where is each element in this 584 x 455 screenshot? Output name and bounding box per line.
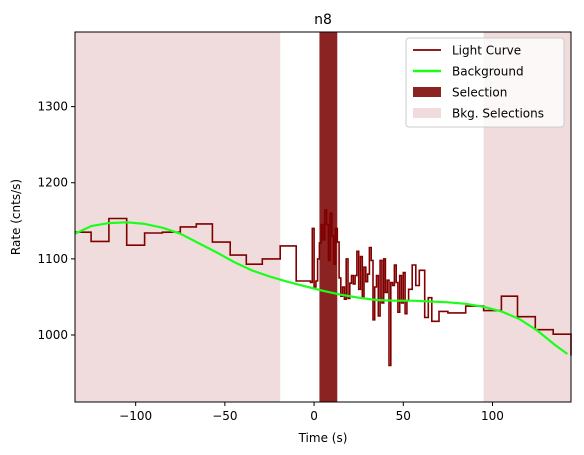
selection-region: [319, 32, 338, 402]
legend-label: Background: [452, 65, 524, 79]
y-axis-label: Rate (cnts/s): [9, 179, 23, 255]
legend-frame: [405, 37, 565, 128]
x-tick-label: 0: [310, 409, 318, 423]
chart-title: n8: [314, 12, 332, 28]
legend: Light Curve Background Selection Bkg. Selec…: [405, 37, 565, 128]
legend-label: Light Curve: [452, 44, 521, 58]
x-tick-label: 50: [396, 409, 411, 423]
light-curve-line: [75, 209, 572, 367]
x-axis-ticks: −100 −50 0 50 100: [119, 402, 504, 423]
selection-region-bar: [319, 32, 338, 402]
legend-swatch-patch: [413, 108, 441, 118]
y-tick-label: 1000: [37, 328, 68, 342]
light-curve-series: [75, 209, 572, 367]
x-axis-label: Time (s): [298, 431, 348, 445]
plot-frame: [74, 31, 572, 403]
background-selection-region: [75, 32, 281, 402]
x-tick-label: −100: [119, 409, 152, 423]
y-tick-label: 1200: [37, 176, 68, 190]
legend-label: Bkg. Selections: [452, 107, 544, 121]
y-tick-label: 1100: [37, 252, 68, 266]
background-model-line: [74, 221, 569, 355]
background-model-series: [74, 221, 569, 355]
x-tick-label: 100: [481, 409, 504, 423]
y-axis-ticks: 1000 1100 1200 1300: [37, 100, 75, 342]
x-tick-label: −50: [212, 409, 237, 423]
legend-swatch-patch: [413, 87, 441, 97]
y-tick-label: 1300: [37, 100, 68, 114]
legend-label: Selection: [452, 86, 507, 100]
